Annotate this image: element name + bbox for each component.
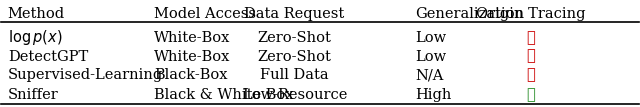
- Text: ✗: ✗: [526, 68, 534, 82]
- Text: Low-Resource: Low-Resource: [242, 88, 347, 102]
- Text: Zero-Shot: Zero-Shot: [257, 31, 332, 45]
- Text: Method: Method: [8, 7, 65, 21]
- Text: N/A: N/A: [415, 68, 444, 82]
- Text: Origin Tracing: Origin Tracing: [476, 7, 585, 21]
- Text: Black-Box: Black-Box: [154, 68, 228, 82]
- Text: White-Box: White-Box: [154, 50, 230, 64]
- Text: Generalization: Generalization: [415, 7, 525, 21]
- Text: Low: Low: [415, 50, 447, 64]
- Text: Full Data: Full Data: [260, 68, 329, 82]
- Text: Zero-Shot: Zero-Shot: [257, 50, 332, 64]
- Text: High: High: [415, 88, 452, 102]
- Text: ✗: ✗: [526, 50, 534, 64]
- Text: ✓: ✓: [526, 88, 534, 102]
- Text: White-Box: White-Box: [154, 31, 230, 45]
- Text: Model Access: Model Access: [154, 7, 257, 21]
- Text: Sniffer: Sniffer: [8, 88, 58, 102]
- Text: ✗: ✗: [526, 31, 534, 45]
- Text: Supervised-Learning: Supervised-Learning: [8, 68, 163, 82]
- Text: Black & White Box: Black & White Box: [154, 88, 294, 102]
- Text: Data Request: Data Request: [244, 7, 344, 21]
- Text: Low: Low: [415, 31, 447, 45]
- Text: DetectGPT: DetectGPT: [8, 50, 88, 64]
- Text: $\log p(x)$: $\log p(x)$: [8, 28, 63, 47]
